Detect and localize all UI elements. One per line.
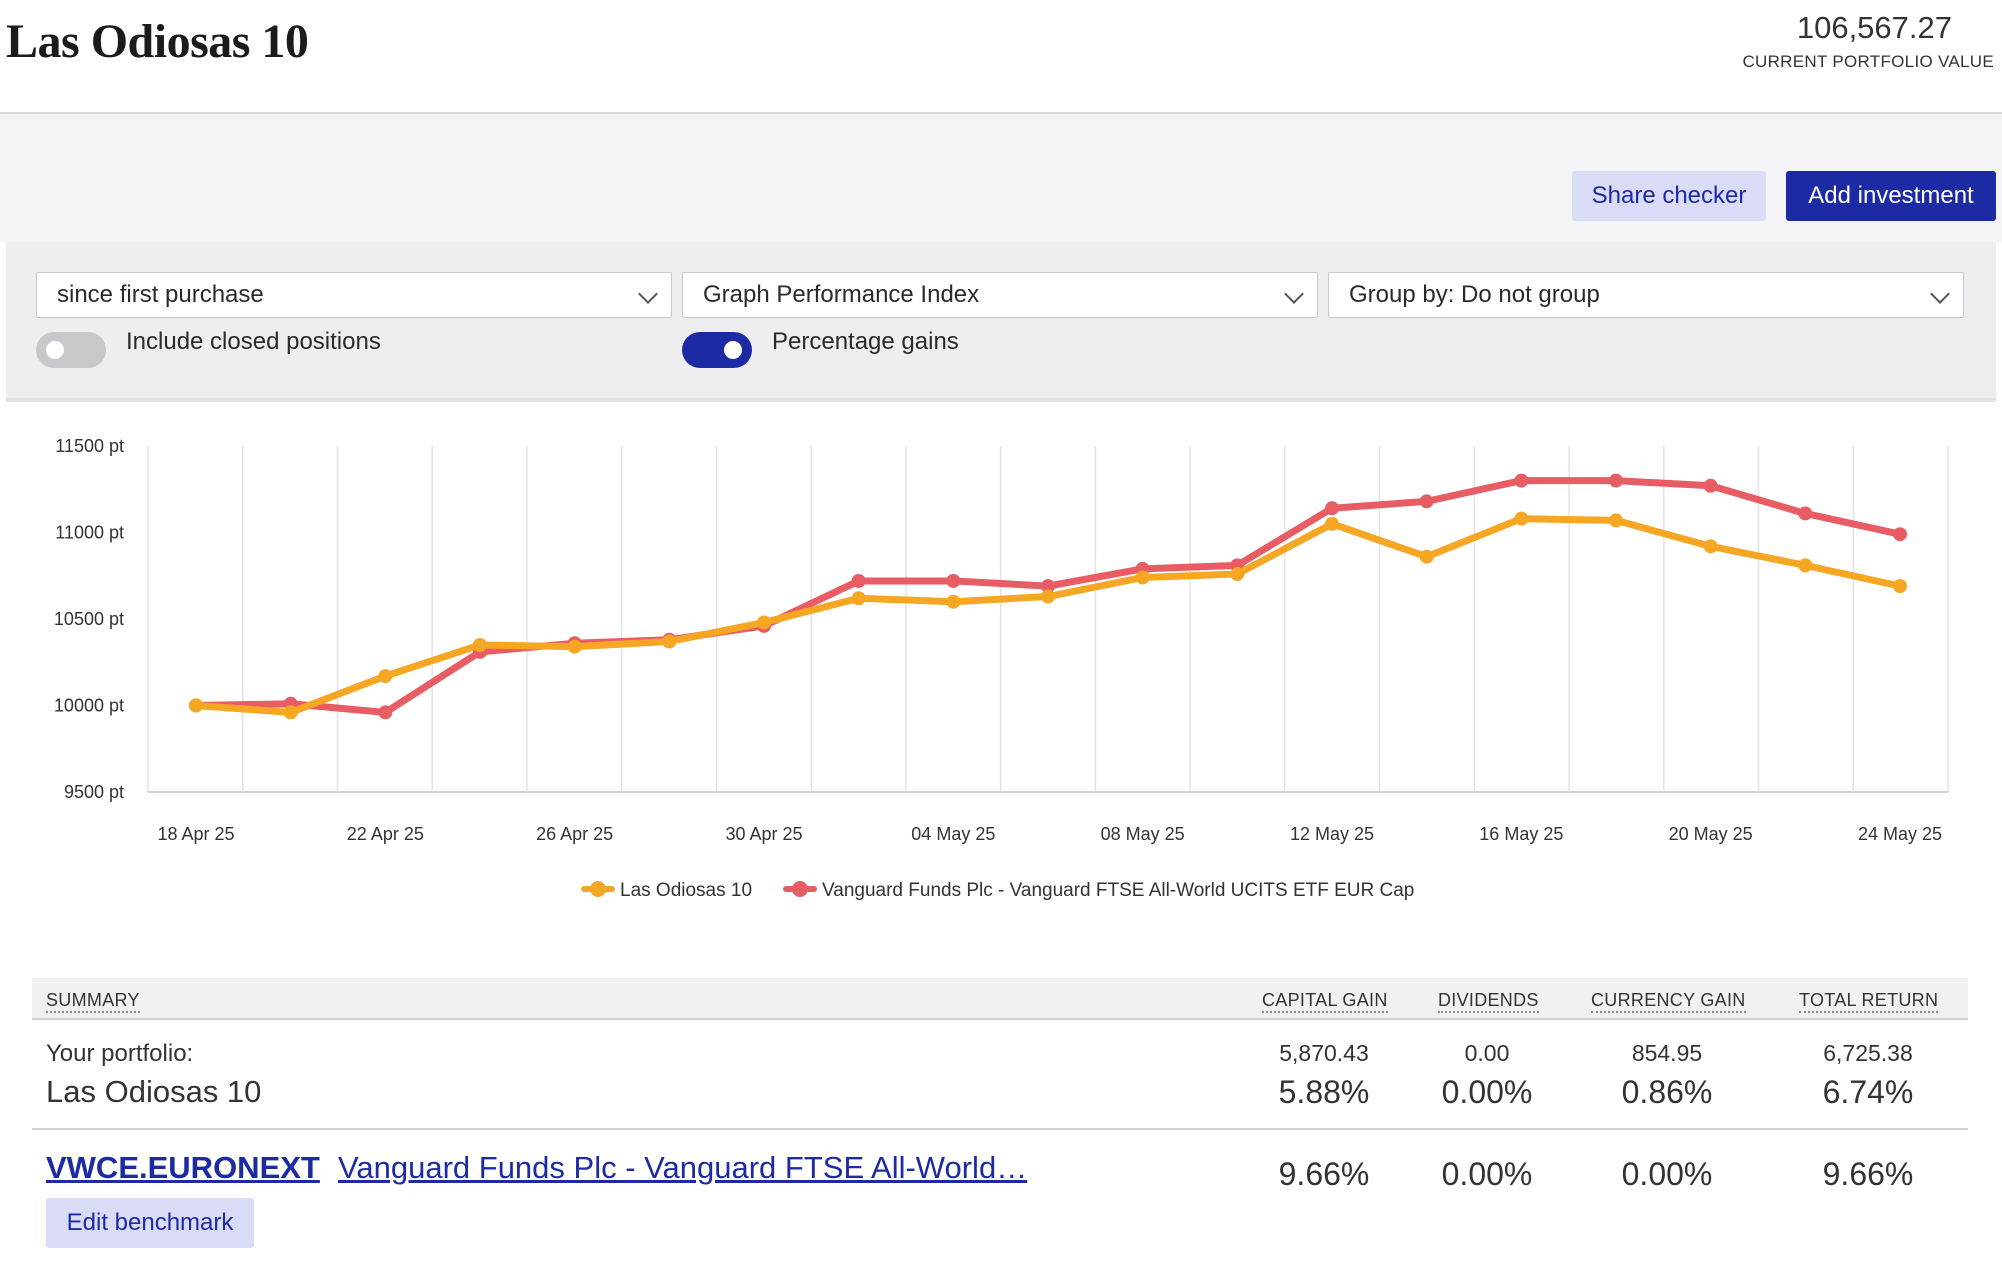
benchmark-currency-gain-pct: 0.00% — [1621, 1156, 1713, 1192]
data-point — [1893, 527, 1907, 542]
capital-gain-pct: 5.88% — [1278, 1074, 1370, 1110]
x-tick-label: 12 May 25 — [1290, 824, 1374, 844]
data-point — [1609, 513, 1623, 528]
x-tick-label: 30 Apr 25 — [725, 824, 802, 844]
x-tick-label: 26 Apr 25 — [536, 824, 613, 844]
data-point — [473, 637, 487, 652]
data-point — [946, 573, 961, 588]
y-tick-label: 11500 pt — [55, 436, 124, 456]
legend-label: Vanguard Funds Plc - Vanguard FTSE All-W… — [822, 880, 1414, 901]
data-point — [189, 698, 203, 713]
y-tick-label: 11000 pt — [55, 523, 124, 543]
y-tick-label: 9500 pt — [64, 782, 124, 802]
chevron-down-icon — [1930, 284, 1950, 304]
currency-gain-pct: 0.86% — [1621, 1074, 1713, 1110]
data-point — [1609, 473, 1623, 488]
x-tick-label: 08 May 25 — [1101, 824, 1185, 844]
percentage-gains-label: Percentage gains — [772, 328, 959, 355]
add-investment-button[interactable]: Add investment — [1786, 171, 1996, 221]
portfolio-summary-row: Your portfolio: Las Odiosas 10 5,870.43 … — [32, 1020, 1968, 1130]
percentage-gains-toggle[interactable] — [682, 332, 752, 368]
summary-header-row: SUMMARY CAPITAL GAIN DIVIDENDS CURRENCY … — [32, 978, 1968, 1020]
legend-swatch-dot — [590, 881, 606, 897]
x-tick-label: 22 Apr 25 — [347, 824, 424, 844]
currency-gain-header[interactable]: CURRENCY GAIN — [1591, 990, 1746, 1013]
capital-gain-value: 5,870.43 — [1279, 1040, 1369, 1066]
include-closed-label: Include closed positions — [126, 328, 381, 355]
data-point — [757, 615, 771, 630]
data-point — [1703, 539, 1718, 554]
data-point — [1325, 501, 1339, 516]
page-title: Las Odiosas 10 — [6, 15, 309, 68]
data-point — [1041, 579, 1055, 594]
benchmark-name-link[interactable]: Vanguard Funds Plc - Vanguard FTSE All-W… — [338, 1150, 1028, 1185]
x-tick-label: 04 May 25 — [911, 824, 995, 844]
currency-gain-value: 854.95 — [1631, 1040, 1703, 1066]
graph-type-select-value: Graph Performance Index — [703, 281, 980, 308]
x-tick-label: 20 May 25 — [1669, 824, 1753, 844]
x-tick-label: 18 Apr 25 — [157, 824, 234, 844]
total-return-pct: 6.74% — [1822, 1074, 1914, 1110]
data-point — [1325, 516, 1339, 531]
summary-header[interactable]: SUMMARY — [46, 990, 140, 1013]
group-by-select-value: Group by: Do not group — [1349, 281, 1600, 308]
data-point — [1798, 506, 1813, 521]
benchmark-ticker-link[interactable]: VWCE.EURONEXT — [46, 1150, 320, 1185]
share-checker-button[interactable]: Share checker — [1572, 171, 1766, 221]
data-point — [378, 669, 393, 684]
data-point — [1230, 567, 1245, 582]
period-select[interactable]: since first purchase — [36, 272, 672, 318]
portfolio-name: Las Odiosas 10 — [46, 1074, 262, 1109]
toggle-knob — [724, 341, 742, 359]
data-point — [1514, 473, 1529, 488]
include-closed-toggle[interactable] — [36, 332, 106, 368]
legend-swatch-dot — [792, 881, 808, 897]
y-tick-label: 10500 pt — [54, 609, 124, 629]
period-select-value: since first purchase — [57, 281, 264, 308]
benchmark-dividends-pct: 0.00% — [1441, 1156, 1533, 1192]
benchmark-total-return-pct: 9.66% — [1822, 1156, 1914, 1192]
toggle-knob — [46, 341, 64, 359]
total-return-header[interactable]: TOTAL RETURN — [1799, 990, 1939, 1013]
data-point — [1703, 478, 1718, 493]
series-line-portfolio — [192, 515, 1904, 716]
your-portfolio-label: Your portfolio: — [46, 1040, 194, 1067]
data-point — [851, 591, 866, 606]
data-point — [662, 634, 677, 649]
x-tick-label: 24 May 25 — [1858, 824, 1942, 844]
data-point — [1798, 558, 1813, 573]
performance-chart: 11500 pt 11000 pt 10500 pt 10000 pt 9500 pt 1… — [0, 402, 2002, 922]
data-point — [1419, 549, 1434, 564]
portfolio-value-caption: CURRENT PORTFOLIO VALUE — [1742, 52, 1994, 71]
data-point — [1135, 570, 1150, 585]
chevron-down-icon — [1284, 284, 1304, 304]
performance-chart-svg: 11500 pt 11000 pt 10500 pt 10000 pt 9500 pt 1… — [54, 436, 1949, 901]
total-return-value: 6,725.38 — [1823, 1040, 1913, 1066]
data-point — [1514, 511, 1529, 526]
legend-label: Las Odiosas 10 — [620, 880, 752, 901]
benchmark-capital-gain-pct: 9.66% — [1278, 1156, 1370, 1192]
dividends-value: 0.00 — [1464, 1040, 1510, 1066]
dividends-header[interactable]: DIVIDENDS — [1438, 990, 1539, 1013]
data-point — [946, 594, 961, 609]
data-point — [851, 573, 866, 588]
data-point — [1893, 579, 1907, 594]
capital-gain-header[interactable]: CAPITAL GAIN — [1262, 990, 1388, 1013]
data-point — [1419, 494, 1434, 509]
benchmark-summary-row: VWCE.EURONEXT Vanguard Funds Plc - Vangu… — [32, 1130, 1968, 1260]
data-point — [283, 705, 298, 720]
data-point — [567, 639, 582, 654]
data-point — [378, 705, 393, 720]
dividends-pct: 0.00% — [1441, 1074, 1533, 1110]
y-tick-label: 10000 pt — [54, 696, 124, 716]
x-tick-label: 16 May 25 — [1479, 824, 1563, 844]
chart-controls: since first purchase Graph Performance I… — [6, 242, 1996, 402]
graph-type-select[interactable]: Graph Performance Index — [682, 272, 1318, 318]
portfolio-value: 106,567.27 — [1796, 10, 1952, 45]
page-header: Las Odiosas 10 106,567.27 CURRENT PORTFO… — [0, 0, 2002, 114]
data-point — [1041, 589, 1055, 604]
chevron-down-icon — [638, 284, 658, 304]
edit-benchmark-button[interactable]: Edit benchmark — [46, 1198, 254, 1248]
group-by-select[interactable]: Group by: Do not group — [1328, 272, 1964, 318]
